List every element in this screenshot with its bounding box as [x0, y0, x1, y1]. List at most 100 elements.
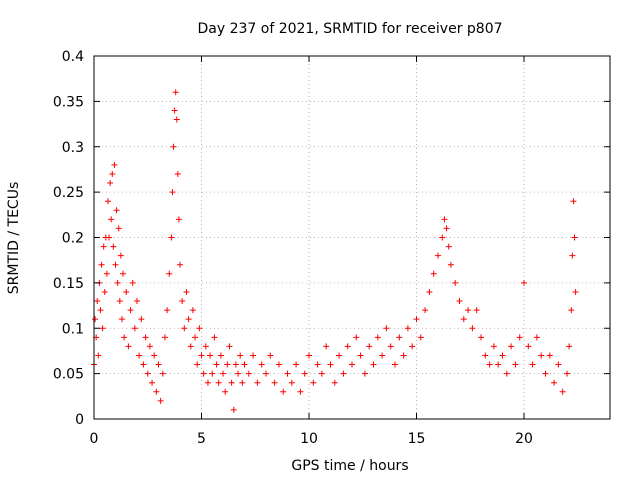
data-point — [499, 352, 506, 359]
data-point — [331, 379, 338, 386]
data-point — [559, 388, 566, 395]
data-point — [207, 352, 214, 359]
y-tick-label: 0.4 — [62, 49, 84, 65]
chart-title: Day 237 of 2021, SRMTID for receiver p80… — [197, 21, 502, 37]
data-point — [443, 225, 450, 232]
data-point — [516, 334, 523, 341]
data-point — [138, 316, 145, 323]
data-point — [173, 116, 180, 123]
x-tick-label: 15 — [408, 431, 426, 447]
data-point — [284, 370, 291, 377]
data-point — [422, 307, 429, 314]
data-point — [430, 270, 437, 277]
data-point — [555, 361, 562, 368]
data-point — [538, 352, 545, 359]
data-point — [103, 270, 110, 277]
data-point — [469, 325, 476, 332]
data-point — [192, 334, 199, 341]
data-point — [110, 243, 117, 250]
data-point — [215, 379, 222, 386]
data-point — [101, 288, 108, 295]
data-point — [374, 334, 381, 341]
data-point — [209, 370, 216, 377]
y-tick-label: 0.2 — [62, 231, 84, 247]
data-point — [196, 325, 203, 332]
data-point — [164, 307, 171, 314]
data-point — [486, 361, 493, 368]
data-point — [478, 334, 484, 341]
data-point — [97, 307, 104, 314]
data-point — [115, 225, 122, 232]
data-point — [439, 234, 446, 241]
data-point — [293, 361, 300, 368]
data-point — [361, 370, 368, 377]
data-point — [108, 216, 115, 223]
data-point — [149, 379, 156, 386]
data-point — [417, 334, 424, 341]
data-point — [168, 234, 175, 241]
data-point — [525, 343, 532, 350]
data-point — [441, 216, 448, 223]
data-point — [92, 316, 99, 323]
data-point — [239, 379, 246, 386]
data-point — [340, 370, 347, 377]
data-point — [400, 352, 407, 359]
data-point — [98, 261, 105, 268]
data-point — [174, 170, 181, 177]
data-point — [170, 143, 177, 150]
data-point — [447, 261, 454, 268]
data-point — [109, 170, 116, 177]
data-point — [323, 343, 330, 350]
y-axis-label: SRMTID / TECUs — [6, 182, 22, 295]
data-point — [426, 288, 433, 295]
data-point — [220, 370, 226, 377]
data-point — [198, 352, 205, 359]
y-tick-label: 0.25 — [53, 185, 84, 201]
data-point — [297, 388, 304, 395]
data-point — [117, 252, 124, 259]
data-point — [379, 352, 386, 359]
data-point — [495, 361, 502, 368]
data-point — [204, 379, 211, 386]
data-point — [529, 361, 536, 368]
y-tick-label: 0.3 — [62, 140, 84, 156]
data-point — [99, 325, 106, 332]
x-tick-label: 0 — [90, 431, 99, 447]
data-point — [131, 325, 138, 332]
data-point — [409, 343, 416, 350]
data-point — [127, 307, 134, 314]
data-point — [366, 343, 373, 350]
data-point — [465, 307, 472, 314]
data-point — [280, 388, 287, 395]
data-point — [570, 198, 577, 205]
data-point — [566, 343, 573, 350]
x-axis-label: GPS time / hours — [291, 458, 408, 474]
data-point — [370, 361, 377, 368]
y-tick-label: 0.05 — [53, 367, 84, 383]
data-point — [396, 334, 403, 341]
data-point — [288, 379, 295, 386]
data-point — [187, 343, 194, 350]
data-point — [185, 316, 192, 323]
data-point — [546, 352, 553, 359]
data-point — [460, 316, 467, 323]
y-tick-label: 0.1 — [62, 321, 84, 337]
data-point — [571, 234, 578, 241]
data-point — [123, 288, 130, 295]
data-point — [263, 370, 269, 377]
data-point — [157, 397, 164, 404]
data-point — [211, 334, 218, 341]
grid-lines — [94, 56, 610, 419]
data-point — [222, 388, 229, 395]
data-point — [230, 406, 237, 413]
data-point — [172, 89, 179, 96]
x-axis-ticks: 0 5 10 15 20 — [90, 56, 533, 447]
data-point — [258, 361, 265, 368]
x-tick-label: 5 — [197, 431, 206, 447]
data-point — [482, 352, 489, 359]
data-point — [113, 207, 120, 214]
y-tick-label: 0.15 — [53, 276, 84, 292]
data-point — [112, 261, 119, 268]
data-point — [349, 361, 355, 368]
data-point — [202, 343, 209, 350]
